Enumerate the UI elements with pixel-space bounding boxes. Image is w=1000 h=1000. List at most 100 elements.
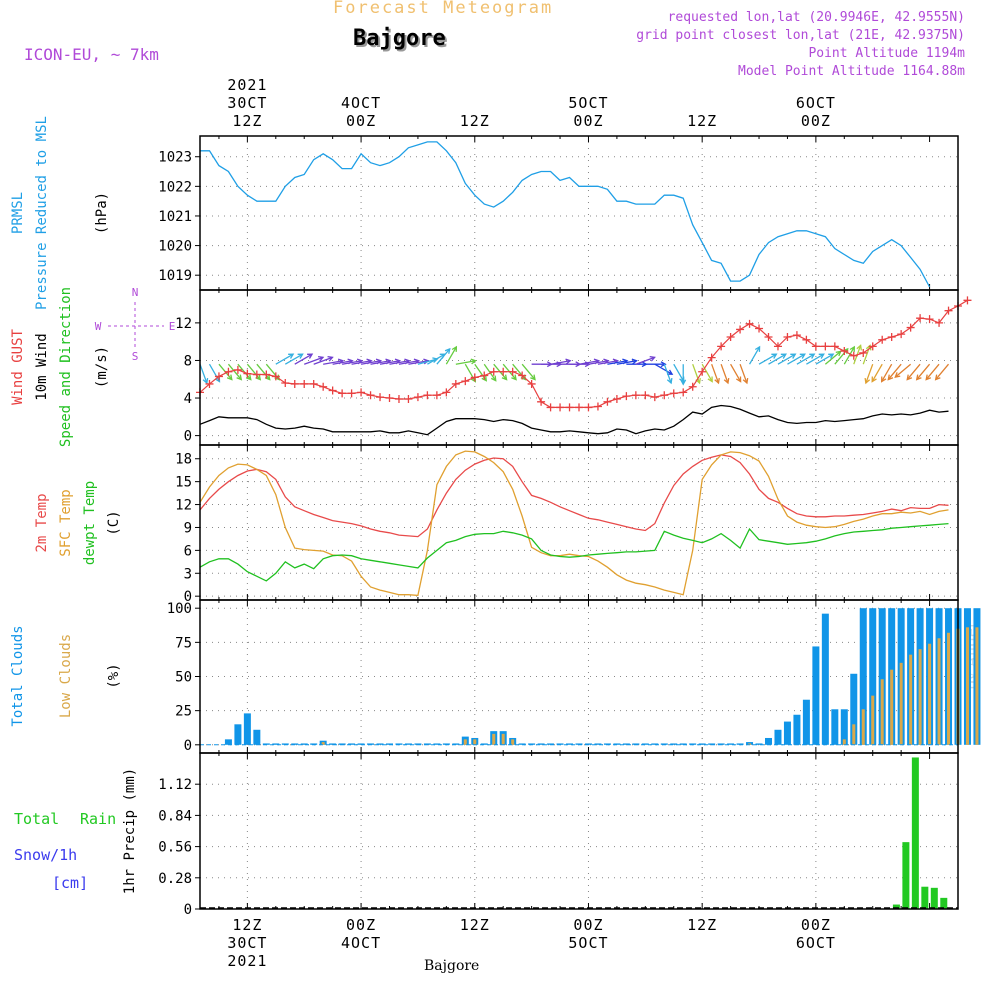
gust-marker	[300, 379, 309, 388]
low-cloud-bar	[748, 743, 752, 745]
ytick-label: 18	[175, 452, 192, 468]
wind-arrow	[208, 363, 221, 383]
total-cloud-bar	[386, 743, 393, 745]
panel-frame	[199, 444, 959, 601]
total-cloud-bar	[727, 743, 735, 745]
wind-arrow-head	[666, 377, 673, 385]
bottom-time-label: 12Z	[687, 916, 717, 934]
dewpt-label: dewpt Temp	[82, 481, 98, 565]
ytick-label: 8	[184, 353, 192, 369]
wind-arrow	[815, 353, 835, 365]
gust-marker	[527, 379, 536, 388]
gust-marker	[593, 402, 602, 411]
total-cloud-bar	[869, 608, 877, 745]
top-time-label: 12Z	[687, 112, 717, 130]
wind-arrow	[777, 353, 797, 365]
bottom-time-label: 12Z	[460, 916, 490, 934]
gust-marker	[319, 382, 328, 391]
wind-arrow-shaft	[616, 360, 637, 365]
wind-arrow-shaft	[227, 363, 242, 380]
requested-coords: requested lon,lat (20.9946E, 42.9555N)	[667, 10, 965, 25]
wind-arrow	[663, 363, 673, 385]
low-cloud-bar	[937, 638, 941, 745]
compass-s: S	[132, 350, 139, 363]
ytick-label: 0	[184, 902, 192, 918]
gust-marker	[963, 296, 972, 305]
gust-marker	[508, 367, 517, 376]
gust-marker	[736, 325, 745, 334]
model-altitude: Model Point Altitude 1164.88m	[738, 64, 965, 79]
total-cloud-bar	[802, 699, 810, 745]
rain-bar	[940, 897, 948, 909]
gust-marker	[480, 371, 489, 380]
bottom-time-label: 4OCT	[341, 934, 381, 952]
wind-arrow-shaft	[464, 363, 476, 382]
total-cloud-bar	[708, 743, 716, 745]
low-cloud-bar	[501, 733, 505, 745]
wind-arrow-head	[660, 361, 667, 368]
gust-marker	[897, 330, 906, 339]
wind-arrow-head	[317, 355, 325, 362]
wind-arrow-shaft	[607, 360, 628, 365]
compass-n: N	[132, 286, 139, 299]
low-cloud-bar	[861, 709, 865, 745]
total-cloud-bar	[840, 709, 848, 745]
gust-marker	[404, 394, 413, 403]
panel-frame	[199, 289, 959, 446]
wind-arrow-head	[906, 374, 913, 381]
gust-marker	[925, 315, 934, 324]
total-cloud-bar	[812, 646, 820, 745]
wind-arrow	[294, 353, 314, 365]
wind-arrow-head	[307, 353, 314, 359]
gust-marker	[281, 379, 290, 387]
bottom-time-label: 00Z	[346, 916, 376, 934]
wind-arrow-shaft	[692, 363, 701, 384]
total-cloud-bar	[566, 743, 574, 745]
wind-arrow-shaft	[389, 360, 410, 365]
gust-marker	[366, 391, 375, 400]
total-cloud-bar	[367, 743, 375, 745]
wind-arrow	[227, 363, 243, 381]
low-cloud-bar	[473, 739, 477, 745]
total-cloud-bar	[433, 743, 441, 745]
wind-arrow	[730, 363, 742, 383]
wind-arrow-shaft	[332, 360, 353, 365]
total-cloud-bar	[480, 743, 488, 745]
panel-wind: 0 4 8 12	[175, 290, 959, 445]
gust-marker	[546, 403, 555, 412]
wind-arrow-head	[714, 377, 720, 385]
gust-marker	[878, 335, 887, 344]
pressure-unit: (hPa)	[94, 192, 110, 234]
wind-arrow-head	[809, 353, 816, 359]
gust-marker	[802, 335, 811, 344]
total-cloud-bar	[442, 743, 450, 745]
wind-arrow	[550, 358, 572, 365]
wind-arrow-head	[451, 345, 458, 352]
ytick-label: 0.56	[158, 840, 192, 856]
gust-marker	[271, 372, 280, 381]
top-time-label: 12Z	[460, 112, 490, 130]
wind-arrow	[806, 353, 825, 365]
wind-arrow	[199, 363, 209, 385]
gust-marker	[650, 393, 659, 402]
total-cloud-bar	[414, 743, 422, 745]
wind-arrow	[680, 364, 687, 386]
wind-arrow	[787, 353, 806, 365]
wind-arrow-shaft	[815, 353, 834, 365]
gust-marker	[944, 306, 953, 315]
total-cloud-bar	[518, 743, 526, 745]
wind-arrow	[483, 363, 497, 382]
wind-arrow-head	[470, 358, 477, 365]
gust-marker	[811, 342, 820, 351]
wind-arrow	[275, 353, 295, 365]
wind-arrow-shaft	[748, 346, 761, 365]
low-cloud-bar	[928, 643, 932, 745]
wind-arrow-shaft	[455, 360, 476, 365]
gust-marker	[669, 389, 678, 398]
wind-arrow-head	[894, 372, 901, 378]
wind-arrow-head	[780, 353, 787, 359]
wind-arrow	[455, 358, 477, 365]
low-cloud-bar	[463, 739, 467, 745]
total-cloud-bar	[281, 743, 289, 745]
